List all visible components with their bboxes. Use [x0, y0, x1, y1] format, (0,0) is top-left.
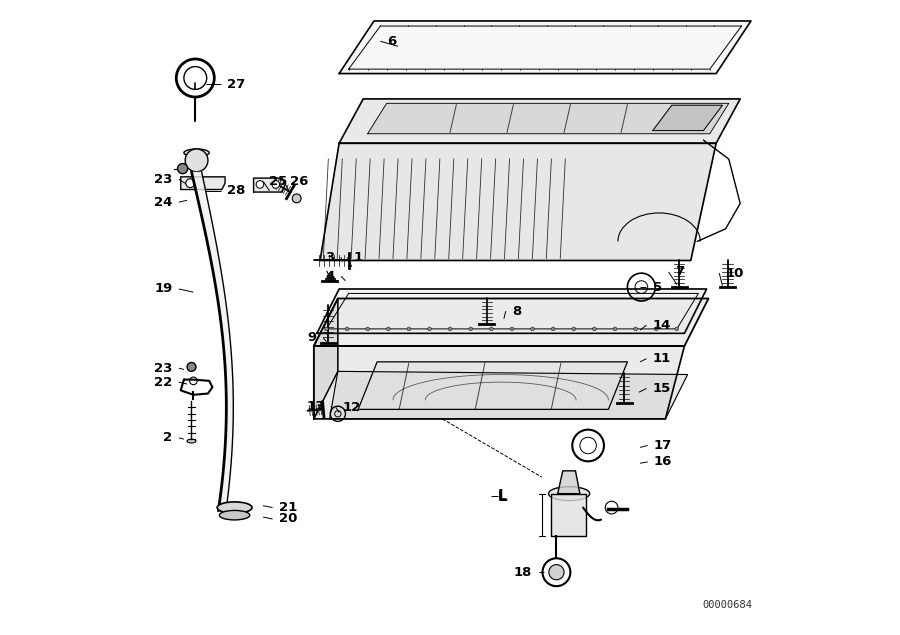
Circle shape	[386, 327, 391, 331]
Text: 23: 23	[154, 362, 173, 375]
Text: 22: 22	[154, 376, 173, 389]
Polygon shape	[339, 21, 751, 74]
Polygon shape	[367, 104, 729, 134]
Polygon shape	[314, 346, 684, 419]
Text: 9: 9	[308, 331, 317, 344]
Ellipse shape	[217, 502, 252, 513]
Circle shape	[346, 327, 349, 331]
Text: 28: 28	[227, 184, 246, 197]
Circle shape	[634, 327, 637, 331]
Text: 21: 21	[279, 501, 297, 514]
Text: 10: 10	[725, 267, 744, 279]
Circle shape	[365, 327, 370, 331]
Text: 15: 15	[652, 382, 671, 395]
Text: L: L	[498, 489, 507, 504]
Text: 16: 16	[654, 455, 672, 469]
Text: 6: 6	[387, 35, 396, 48]
Circle shape	[292, 194, 302, 203]
Circle shape	[177, 164, 188, 173]
Polygon shape	[314, 298, 338, 419]
Circle shape	[407, 327, 410, 331]
Circle shape	[190, 377, 197, 385]
Polygon shape	[181, 177, 225, 189]
Circle shape	[531, 327, 535, 331]
Circle shape	[428, 327, 431, 331]
Circle shape	[272, 180, 280, 188]
Circle shape	[185, 178, 194, 187]
Polygon shape	[317, 289, 706, 333]
Polygon shape	[558, 471, 580, 493]
Circle shape	[187, 363, 196, 371]
Polygon shape	[652, 105, 723, 131]
Ellipse shape	[548, 486, 590, 500]
Circle shape	[490, 327, 493, 331]
Circle shape	[549, 565, 564, 580]
Circle shape	[552, 327, 555, 331]
Text: 12: 12	[342, 401, 361, 414]
Text: 13: 13	[306, 399, 325, 413]
Text: 24: 24	[154, 196, 173, 209]
Circle shape	[469, 327, 473, 331]
Circle shape	[325, 327, 328, 331]
Circle shape	[256, 180, 264, 188]
Text: 23: 23	[154, 173, 173, 186]
Text: 25: 25	[269, 175, 288, 188]
Circle shape	[675, 327, 679, 331]
Circle shape	[448, 327, 452, 331]
Text: 4: 4	[326, 270, 335, 283]
Ellipse shape	[187, 439, 196, 443]
Ellipse shape	[184, 149, 209, 157]
Circle shape	[572, 327, 576, 331]
Polygon shape	[314, 298, 708, 346]
Ellipse shape	[220, 511, 250, 520]
Text: 3: 3	[326, 251, 335, 264]
Circle shape	[654, 327, 658, 331]
Polygon shape	[254, 178, 285, 192]
Text: 2: 2	[164, 431, 173, 444]
Text: 1: 1	[354, 251, 363, 264]
Polygon shape	[552, 493, 586, 536]
Text: 20: 20	[279, 512, 297, 526]
Polygon shape	[320, 144, 716, 260]
Text: 5: 5	[652, 281, 662, 293]
Polygon shape	[339, 99, 740, 144]
Polygon shape	[192, 172, 233, 511]
Text: 17: 17	[654, 439, 672, 452]
Text: 27: 27	[227, 78, 245, 91]
Circle shape	[592, 327, 597, 331]
Polygon shape	[358, 362, 627, 410]
Text: 26: 26	[291, 175, 309, 188]
Circle shape	[613, 327, 617, 331]
Text: 00000684: 00000684	[703, 600, 753, 610]
Polygon shape	[329, 371, 688, 419]
Text: 19: 19	[154, 283, 173, 295]
Text: 7: 7	[675, 265, 684, 278]
Circle shape	[510, 327, 514, 331]
Text: 8: 8	[512, 305, 521, 318]
Text: 14: 14	[652, 319, 671, 331]
Circle shape	[185, 149, 208, 172]
Text: L: L	[498, 490, 506, 503]
Text: 11: 11	[652, 352, 671, 365]
Text: 18: 18	[514, 566, 533, 578]
